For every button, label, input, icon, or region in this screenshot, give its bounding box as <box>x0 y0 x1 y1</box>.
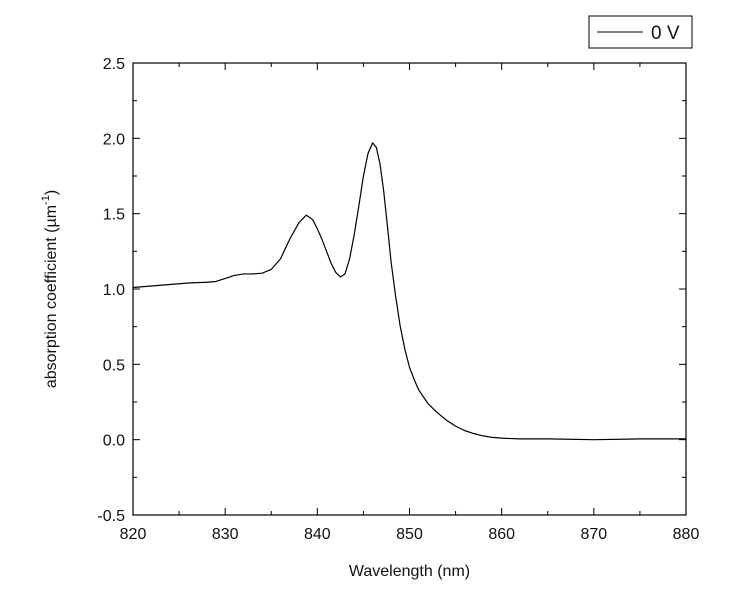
y-tick-label: 1.0 <box>103 282 125 299</box>
y-axis-title: absorption coefficient (µm-1) <box>40 190 60 388</box>
y-tick-label: 2.5 <box>103 56 125 73</box>
legend: 0 V <box>588 15 693 49</box>
x-tick-label: 850 <box>396 526 423 543</box>
x-tick-label: 840 <box>304 526 331 543</box>
y-tick-label: 0.0 <box>103 433 125 450</box>
plot-frame <box>132 62 687 516</box>
x-tick-label: 860 <box>488 526 515 543</box>
y-axis-title-superscript: -1 <box>40 195 52 205</box>
y-tick-label: -0.5 <box>97 508 125 525</box>
y-axis-title-suffix: ) <box>43 190 60 195</box>
x-tick-label: 880 <box>673 526 700 543</box>
y-axis-ticks: -0.5 0.0 0.5 1.0 1.5 2.0 2.5 <box>97 56 686 525</box>
y-tick-label: 2.0 <box>103 131 125 148</box>
x-axis-title: Wavelength (nm) <box>349 563 470 580</box>
x-tick-label: 820 <box>120 526 147 543</box>
y-tick-label: 1.5 <box>103 207 125 224</box>
y-axis-title-main: absorption coefficient (µm <box>43 205 60 388</box>
y-tick-label: 0.5 <box>103 357 125 374</box>
legend-label: 0 V <box>651 23 680 44</box>
x-axis-ticks: 820 830 840 850 860 870 880 <box>120 63 700 543</box>
x-tick-label: 870 <box>580 526 607 543</box>
x-tick-label: 830 <box>212 526 239 543</box>
series-line-0V <box>132 142 686 441</box>
